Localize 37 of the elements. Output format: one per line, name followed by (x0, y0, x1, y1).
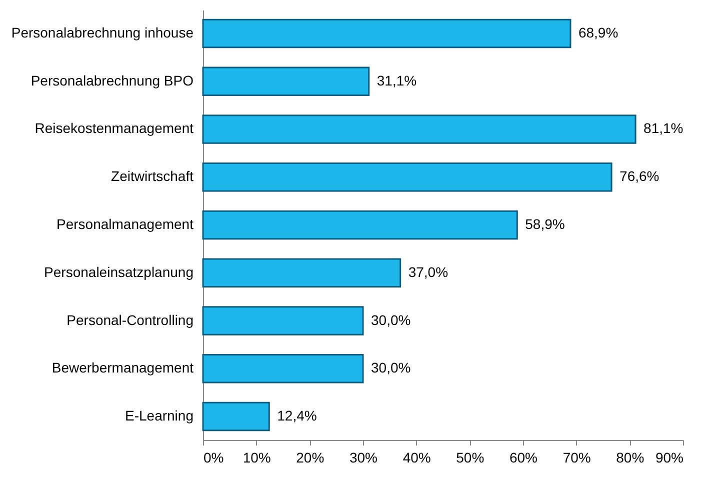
data-label: 58,9% (525, 216, 565, 232)
x-tick-label: 30% (349, 450, 378, 466)
y-tick-label: Personalmanagement (56, 216, 194, 232)
y-tick-label: Personal-Controlling (66, 312, 194, 328)
x-tick-label: 0% (204, 450, 224, 466)
data-label: 81,1% (644, 120, 684, 136)
data-label: 31,1% (376, 72, 417, 88)
y-tick-label: Reisekostenmanagement (34, 120, 194, 136)
bar (202, 18, 572, 48)
y-tick-label: Personalabrechnung BPO (30, 72, 194, 88)
bar (202, 306, 364, 336)
x-tick-label: 40% (402, 450, 431, 466)
bar (202, 354, 364, 384)
data-label: 37,0% (408, 264, 448, 280)
bar (202, 162, 612, 192)
x-tick-label: 80% (616, 450, 644, 466)
bar (202, 402, 270, 432)
x-tick-label: 50% (456, 450, 484, 466)
x-tick-label: 70% (562, 450, 591, 466)
data-label: 76,6% (620, 168, 660, 184)
x-tick-label: 20% (296, 450, 324, 466)
bar (202, 114, 636, 144)
y-tick-label: Personaleinsatzplanung (44, 264, 194, 280)
x-tick-label: 10% (242, 450, 271, 466)
y-tick-label: Personalabrechnung inhouse (11, 24, 194, 40)
y-tick-label: Zeitwirtschaft (111, 168, 194, 184)
x-tick-label: 60% (509, 450, 538, 466)
bar (202, 210, 518, 240)
y-tick-label: Bewerbermanagement (52, 360, 194, 376)
data-label: 30,0% (371, 312, 411, 328)
bar (202, 66, 370, 96)
data-label: 68,9% (578, 24, 618, 40)
data-label: 12,4% (277, 408, 317, 424)
y-tick-label: E-Learning (125, 408, 194, 424)
x-tick-label: 90% (655, 450, 684, 466)
data-label: 30,0% (371, 360, 411, 376)
bar (202, 258, 402, 288)
